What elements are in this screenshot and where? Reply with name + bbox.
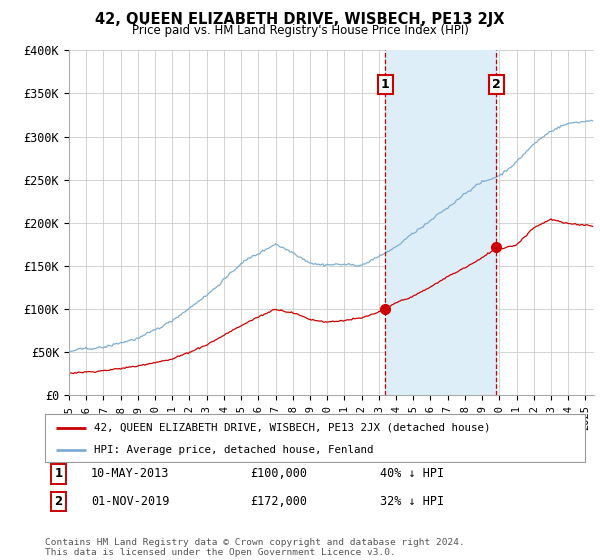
Text: 1: 1 <box>55 468 62 480</box>
Text: 2: 2 <box>492 78 501 91</box>
Text: 40% ↓ HPI: 40% ↓ HPI <box>380 468 444 480</box>
Text: 10-MAY-2013: 10-MAY-2013 <box>91 468 169 480</box>
Text: Price paid vs. HM Land Registry's House Price Index (HPI): Price paid vs. HM Land Registry's House … <box>131 24 469 36</box>
Text: 42, QUEEN ELIZABETH DRIVE, WISBECH, PE13 2JX (detached house): 42, QUEEN ELIZABETH DRIVE, WISBECH, PE13… <box>94 423 490 433</box>
Text: £100,000: £100,000 <box>250 468 307 480</box>
Text: 01-NOV-2019: 01-NOV-2019 <box>91 495 169 508</box>
Text: HPI: Average price, detached house, Fenland: HPI: Average price, detached house, Fenl… <box>94 445 373 455</box>
Text: 42, QUEEN ELIZABETH DRIVE, WISBECH, PE13 2JX: 42, QUEEN ELIZABETH DRIVE, WISBECH, PE13… <box>95 12 505 27</box>
Text: Contains HM Land Registry data © Crown copyright and database right 2024.
This d: Contains HM Land Registry data © Crown c… <box>45 538 465 557</box>
Text: £172,000: £172,000 <box>250 495 307 508</box>
Bar <box>385 50 496 395</box>
Text: 1: 1 <box>380 78 389 91</box>
Text: 32% ↓ HPI: 32% ↓ HPI <box>380 495 444 508</box>
Text: 2: 2 <box>55 495 62 508</box>
